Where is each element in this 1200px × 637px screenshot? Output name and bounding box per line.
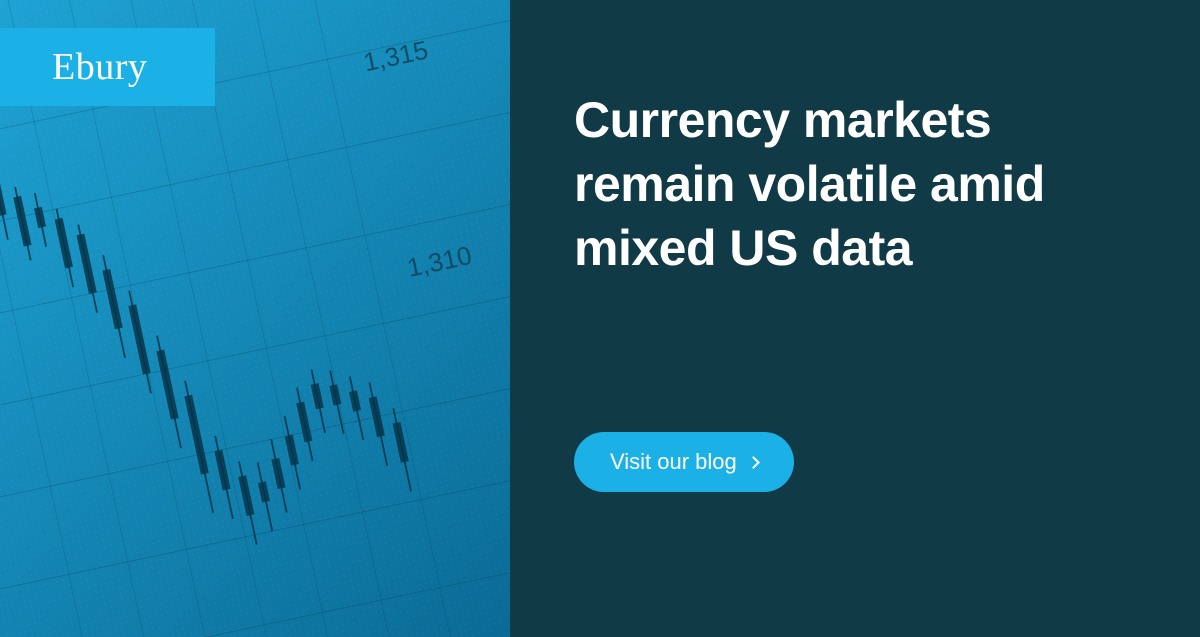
cta-label: Visit our blog: [610, 449, 737, 475]
headline: Currency markets remain volatile amid mi…: [574, 88, 1136, 280]
brand-logo: Ebury: [0, 28, 215, 106]
visit-blog-button[interactable]: Visit our blog: [574, 432, 794, 492]
chart-panel: 1,3151,310 Ebury: [0, 0, 510, 637]
brand-logo-text: Ebury: [52, 45, 147, 89]
content-panel: Currency markets remain volatile amid mi…: [510, 0, 1200, 637]
promo-banner: 1,3151,310 Ebury Currency markets remain…: [0, 0, 1200, 637]
chevron-right-icon: [747, 456, 760, 469]
